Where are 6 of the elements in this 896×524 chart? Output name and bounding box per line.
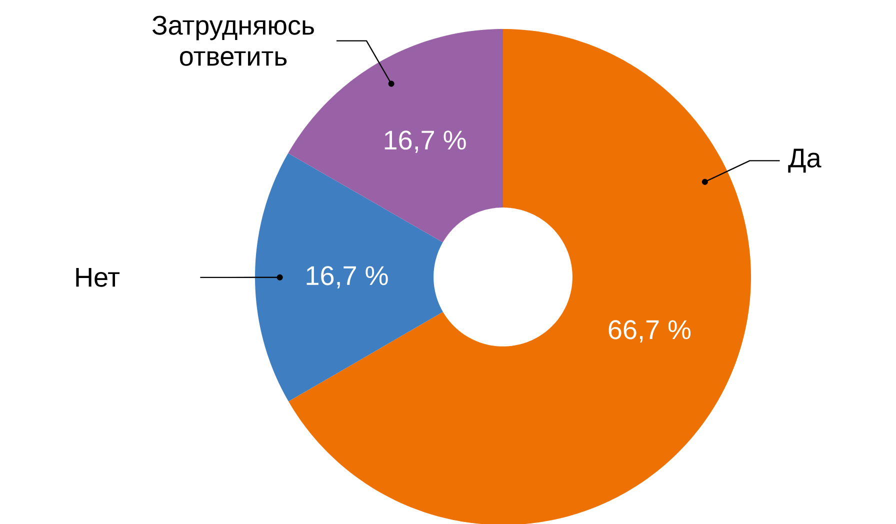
slice-label: Затрудняюсь ответить [152,16,314,66]
data-label: 16,7 % [384,130,466,153]
data-label: 16,7 % [306,266,388,288]
slice-label: Нет [76,268,120,287]
data-label: 66,7 % [608,320,691,342]
slice-label: Да [788,148,822,173]
